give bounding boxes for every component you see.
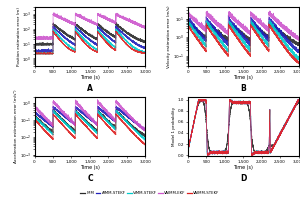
Y-axis label: Position estimation error (m): Position estimation error (m) — [17, 7, 21, 66]
X-axis label: Time (s): Time (s) — [233, 165, 253, 170]
Y-axis label: Velocity estimation error (m/s): Velocity estimation error (m/s) — [167, 5, 171, 68]
X-axis label: Time (s): Time (s) — [80, 75, 100, 80]
X-axis label: Time (s): Time (s) — [80, 165, 100, 170]
X-axis label: Time (s): Time (s) — [233, 75, 253, 80]
Text: B: B — [240, 84, 246, 93]
Text: C: C — [87, 174, 93, 183]
Text: D: D — [240, 174, 246, 183]
Legend: IMM, AIMM-STEKF, VIMM-STEKF, VAIMM-EKF, VAIMM-STEKF: IMM, AIMM-STEKF, VIMM-STEKF, VAIMM-EKF, … — [79, 190, 221, 197]
Y-axis label: Acceleration estimation error (m/s²): Acceleration estimation error (m/s²) — [14, 90, 18, 163]
Text: A: A — [87, 84, 93, 93]
Y-axis label: Model 1 probability: Model 1 probability — [172, 107, 176, 146]
